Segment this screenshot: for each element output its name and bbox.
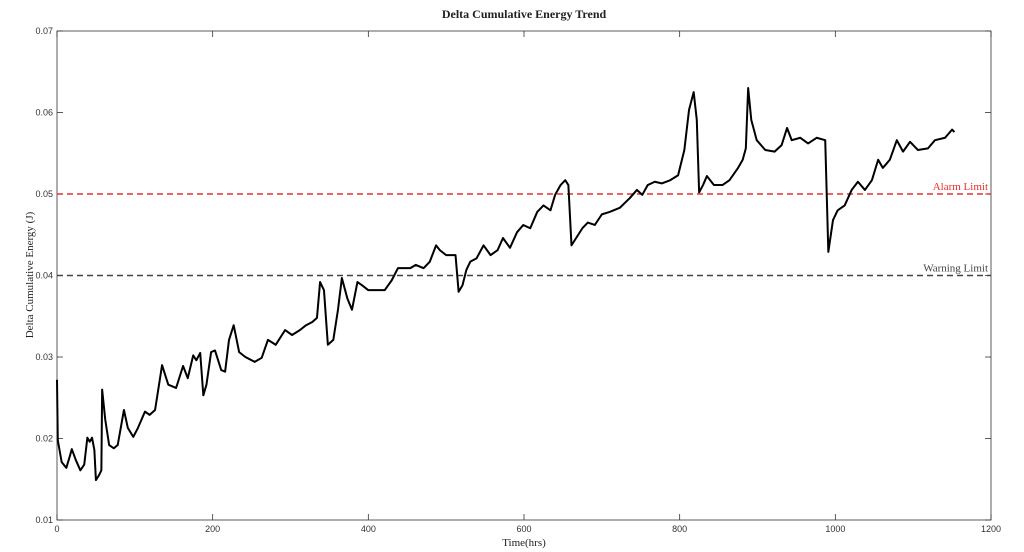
x-tick-label: 200 (205, 524, 220, 534)
x-tick-label: 1200 (981, 524, 1001, 534)
x-tick-label: 0 (54, 524, 59, 534)
x-tick-label: 800 (672, 524, 687, 534)
y-tick-label: 0.04 (35, 271, 53, 281)
x-tick-label: 400 (361, 524, 376, 534)
data-line (56, 87, 956, 482)
y-axis-label: Delta Cumulative Energy (J) (24, 211, 36, 338)
y-tick-label: 0.01 (35, 515, 53, 525)
chart-title: Delta Cumulative Energy Trend (442, 7, 607, 21)
x-axis-label: Time(hrs) (502, 537, 546, 549)
y-tick-label: 0.03 (35, 352, 53, 362)
y-tick-label: 0.05 (35, 189, 53, 199)
y-tick-label: 0.02 (35, 434, 53, 444)
reference-label: Warning Limit (923, 263, 988, 275)
y-tick-label: 0.06 (35, 108, 53, 118)
reference-label: Alarm Limit (933, 181, 988, 193)
x-tick-label: 1000 (825, 524, 845, 534)
x-tick-label: 600 (516, 524, 531, 534)
y-tick-label: 0.07 (35, 26, 53, 36)
